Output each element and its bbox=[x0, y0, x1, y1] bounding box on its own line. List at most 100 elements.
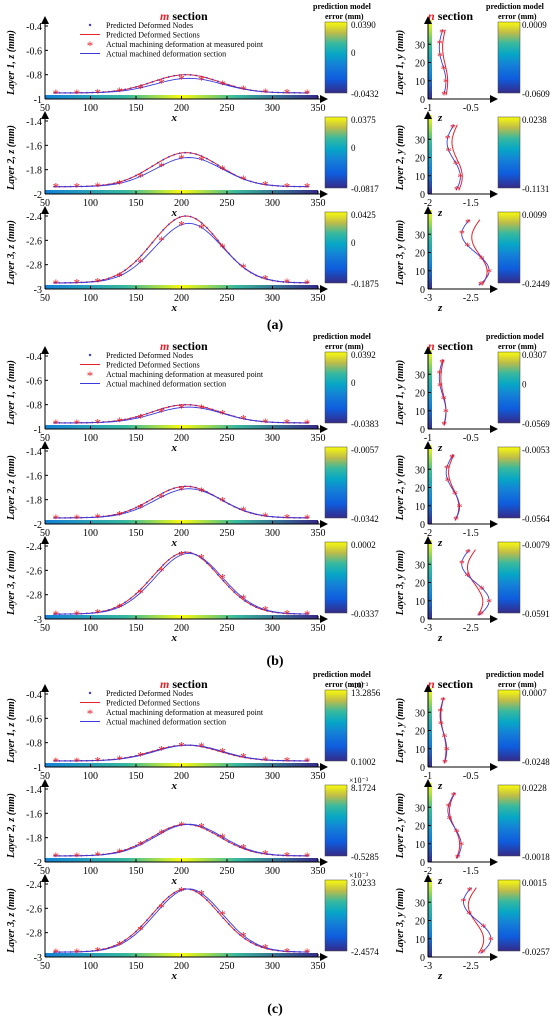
colorbar bbox=[497, 211, 521, 284]
predicted-node bbox=[107, 90, 110, 93]
colorbar bbox=[324, 879, 348, 952]
predicted-node bbox=[211, 748, 214, 751]
predicted-node bbox=[129, 597, 132, 600]
predicted-node bbox=[64, 854, 66, 857]
x-tick-label: 300 bbox=[265, 866, 280, 877]
measured-point: * bbox=[240, 82, 247, 97]
predicted-node bbox=[53, 281, 55, 284]
predicted-node bbox=[96, 91, 99, 94]
colorbar-scale: ×10⁻³ bbox=[349, 681, 369, 690]
measured-point: * bbox=[74, 754, 81, 769]
predicted-node bbox=[58, 422, 61, 424]
colorbar-title: error (mm) bbox=[325, 680, 364, 689]
predicted-node bbox=[189, 744, 192, 747]
predicted-node bbox=[85, 421, 88, 424]
predicted-node bbox=[135, 930, 137, 933]
x-tick-label: -3 bbox=[424, 623, 432, 634]
measured-point: * bbox=[158, 75, 165, 90]
measured-point: * bbox=[158, 826, 165, 841]
predicted-node bbox=[271, 91, 274, 94]
predicted-node bbox=[167, 558, 170, 561]
predicted-node bbox=[266, 609, 268, 612]
predicted-node bbox=[287, 854, 290, 857]
predicted-node bbox=[75, 854, 77, 857]
colorbar-min-label: -0.0018 bbox=[522, 852, 550, 862]
colorbar-max-label: 0.0099 bbox=[522, 210, 547, 220]
colorbar-min-label: -0.0342 bbox=[351, 514, 379, 524]
y-tick-label: -0.6 bbox=[26, 376, 42, 387]
x-tick-label: 150 bbox=[129, 103, 144, 114]
predicted-node bbox=[211, 493, 214, 496]
predicted-node bbox=[124, 939, 126, 942]
predicted-node bbox=[200, 75, 203, 78]
predicted-node bbox=[266, 515, 268, 518]
y-tick-label: 30 bbox=[415, 803, 425, 814]
x-axis-label: x bbox=[171, 780, 178, 792]
predicted-node bbox=[233, 754, 236, 757]
predicted-node bbox=[91, 612, 94, 614]
colorbar-max-label: 0.0007 bbox=[522, 688, 547, 698]
predicted-node bbox=[282, 421, 285, 424]
x-axis-arrow bbox=[320, 520, 328, 528]
measured-point: * bbox=[53, 849, 60, 864]
x-axis-arrow bbox=[320, 763, 328, 771]
panel-label: (a) bbox=[267, 318, 284, 333]
x-tick-label: 350 bbox=[311, 293, 326, 304]
predicted-node bbox=[206, 157, 208, 160]
y-axis-label: Layer 1, z (mm) bbox=[6, 30, 17, 96]
predicted-node bbox=[304, 613, 307, 615]
measured-point: * bbox=[441, 730, 447, 744]
predicted-node bbox=[227, 413, 230, 416]
x-tick-label: 150 bbox=[129, 293, 144, 304]
colorbar-min-label: -0.0383 bbox=[351, 419, 379, 429]
predicted-node bbox=[146, 82, 148, 85]
predicted-node bbox=[167, 155, 170, 158]
predicted-node bbox=[287, 281, 290, 284]
measured-point: * bbox=[219, 830, 226, 845]
predicted-node bbox=[233, 85, 236, 88]
predicted-node bbox=[173, 74, 176, 77]
predicted-node bbox=[58, 516, 61, 519]
colorbar-title: error (mm) bbox=[498, 342, 537, 351]
predicted-node bbox=[80, 421, 83, 424]
measured-point: * bbox=[158, 159, 165, 174]
measured-point: * bbox=[198, 739, 205, 754]
predicted-node bbox=[304, 854, 307, 857]
measured-point: * bbox=[95, 754, 102, 769]
measured-point: * bbox=[219, 406, 226, 421]
predicted-node bbox=[222, 246, 225, 248]
predicted-node bbox=[173, 404, 176, 407]
measured-point: * bbox=[74, 180, 81, 195]
x-tick-label: 100 bbox=[83, 198, 98, 209]
predicted-section-line bbox=[467, 549, 484, 616]
y-tick-label: -2.6 bbox=[26, 904, 42, 915]
predicted-node bbox=[233, 591, 236, 594]
predicted-node bbox=[85, 185, 88, 188]
predicted-node bbox=[217, 834, 219, 837]
predicted-node bbox=[135, 844, 137, 847]
x-tick-label: 100 bbox=[83, 866, 98, 877]
x-tick-label: 200 bbox=[174, 961, 189, 972]
predicted-node bbox=[195, 218, 197, 220]
measured-point: * bbox=[284, 754, 291, 769]
predicted-node bbox=[282, 612, 285, 615]
y-axis-arrow bbox=[424, 16, 432, 24]
x-tick-label: 100 bbox=[83, 623, 98, 634]
predicted-node bbox=[91, 280, 94, 283]
y-tick-label: -0.4 bbox=[26, 352, 42, 363]
predicted-node bbox=[151, 575, 154, 578]
colorbar-scale: ×10⁻³ bbox=[349, 871, 369, 880]
predicted-node bbox=[135, 592, 137, 595]
measured-point: * bbox=[178, 151, 185, 166]
y-tick-label: -1.8 bbox=[26, 834, 42, 845]
y-axis-arrow bbox=[424, 874, 432, 882]
measured-point: * bbox=[437, 366, 443, 380]
predicted-node bbox=[238, 176, 241, 179]
x-axis-label: x bbox=[171, 207, 178, 219]
predicted-node bbox=[135, 416, 137, 418]
predicted-node bbox=[238, 755, 241, 758]
measured-point: * bbox=[304, 416, 311, 431]
predicted-node bbox=[118, 89, 121, 92]
x-tick-label: 50 bbox=[40, 198, 50, 209]
predicted-node bbox=[64, 759, 66, 762]
